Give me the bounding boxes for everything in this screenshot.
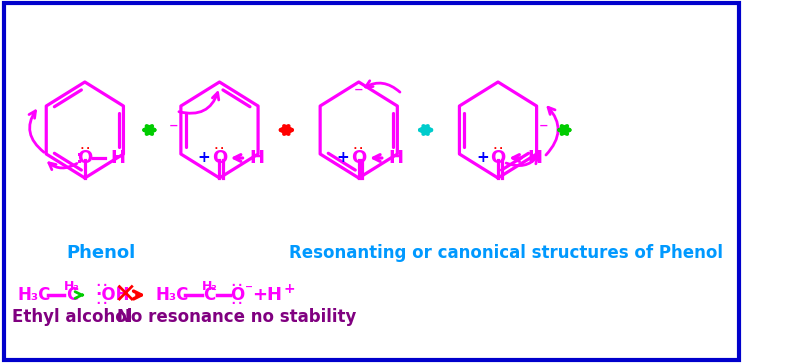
Text: H: H: [527, 149, 543, 167]
Text: ··: ··: [230, 280, 245, 293]
Text: O: O: [77, 149, 93, 167]
Text: H: H: [267, 286, 282, 304]
Text: +: +: [252, 286, 267, 304]
Text: :: :: [76, 149, 83, 167]
Text: H₃C: H₃C: [156, 286, 189, 304]
Text: ··: ··: [492, 144, 505, 154]
Text: C: C: [203, 286, 215, 304]
Text: H₃C: H₃C: [18, 286, 51, 304]
Text: H: H: [110, 149, 125, 167]
Text: +: +: [476, 151, 488, 166]
Text: H₂: H₂: [64, 280, 80, 293]
Text: ··: ··: [94, 297, 109, 310]
Text: +: +: [283, 282, 295, 296]
Text: +: +: [197, 151, 210, 166]
Text: O: O: [211, 149, 227, 167]
Text: H: H: [389, 149, 404, 167]
Text: Ethyl alcohol: Ethyl alcohol: [12, 308, 132, 326]
Text: +: +: [337, 151, 350, 166]
Text: ··: ··: [213, 144, 226, 154]
Text: ⁻: ⁻: [539, 121, 549, 139]
Text: ·OH: ·OH: [95, 286, 129, 304]
Text: O: O: [230, 286, 244, 304]
Text: C: C: [65, 286, 78, 304]
Text: ··: ··: [78, 144, 92, 154]
Text: Phenol: Phenol: [66, 244, 136, 262]
Text: Resonanting or canonical structures of Phenol: Resonanting or canonical structures of P…: [289, 244, 723, 262]
Text: ⁻: ⁻: [354, 85, 364, 103]
Text: ··: ··: [94, 280, 109, 293]
Text: O: O: [351, 149, 366, 167]
Text: ··: ··: [352, 144, 365, 154]
Text: ⁻: ⁻: [168, 121, 178, 139]
Text: H₂: H₂: [201, 280, 217, 293]
Text: ··: ··: [230, 297, 245, 310]
Text: No resonance no stability: No resonance no stability: [117, 308, 357, 326]
Text: O: O: [491, 149, 506, 167]
Text: ⁻: ⁻: [246, 282, 254, 298]
Text: H: H: [249, 149, 264, 167]
Text: ✕: ✕: [113, 281, 136, 309]
